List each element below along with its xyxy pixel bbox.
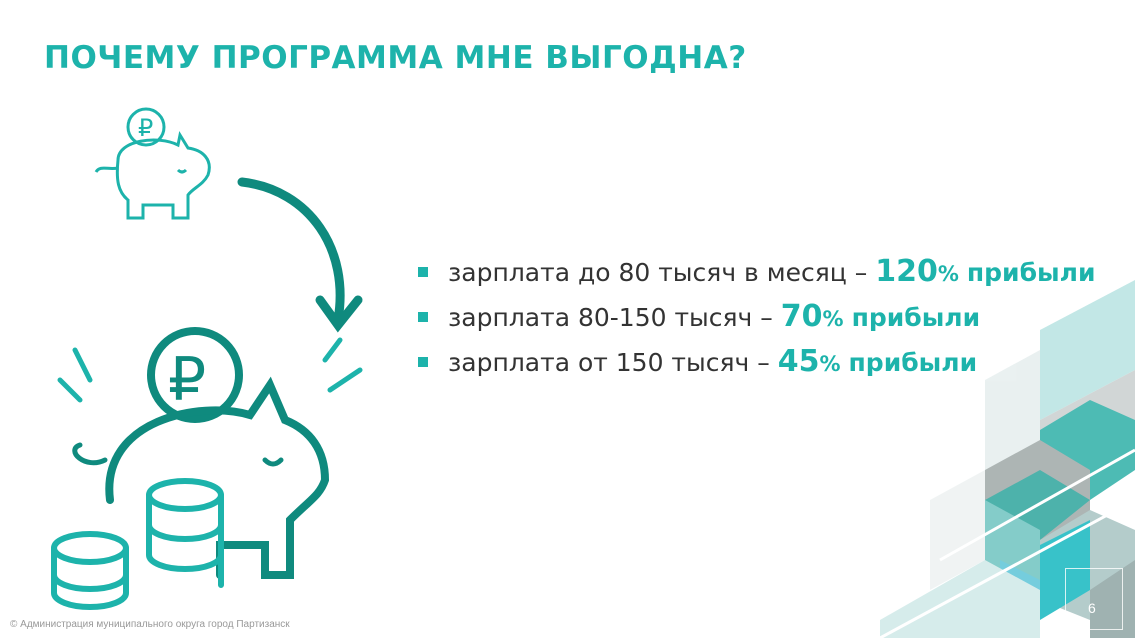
profit-list: зарплата до 80 тысяч в месяц – 120% приб… [418, 254, 1095, 389]
ruble-coin-icon [126, 107, 166, 147]
list-item: зарплата до 80 тысяч в месяц – 120% приб… [418, 254, 1095, 299]
list-item: зарплата 80-150 тысяч – 70% прибыли [418, 299, 1095, 344]
bullet-icon [418, 267, 428, 277]
svg-text:₽: ₽ [168, 345, 206, 415]
ruble-coin-icon [147, 327, 243, 423]
arrow-icon [237, 177, 363, 333]
piggy-bank-icon: ₽ [51, 327, 363, 610]
coin-stack-icon [51, 478, 224, 610]
svg-text:₽: ₽ [138, 114, 153, 142]
bullet-icon [418, 312, 428, 322]
footer-copyright: © Администрация муниципального округа го… [10, 619, 290, 630]
bullet-icon [418, 357, 428, 367]
page-title: ПОЧЕМУ ПРОГРАММА МНЕ ВЫГОДНА? [44, 40, 747, 76]
city-emblem-icon [1065, 568, 1123, 630]
page-number: 6 [1088, 600, 1096, 616]
piggy-bank-icon: ₽ [94, 107, 211, 220]
list-item: зарплата от 150 тысяч – 45% прибыли [418, 344, 1095, 389]
